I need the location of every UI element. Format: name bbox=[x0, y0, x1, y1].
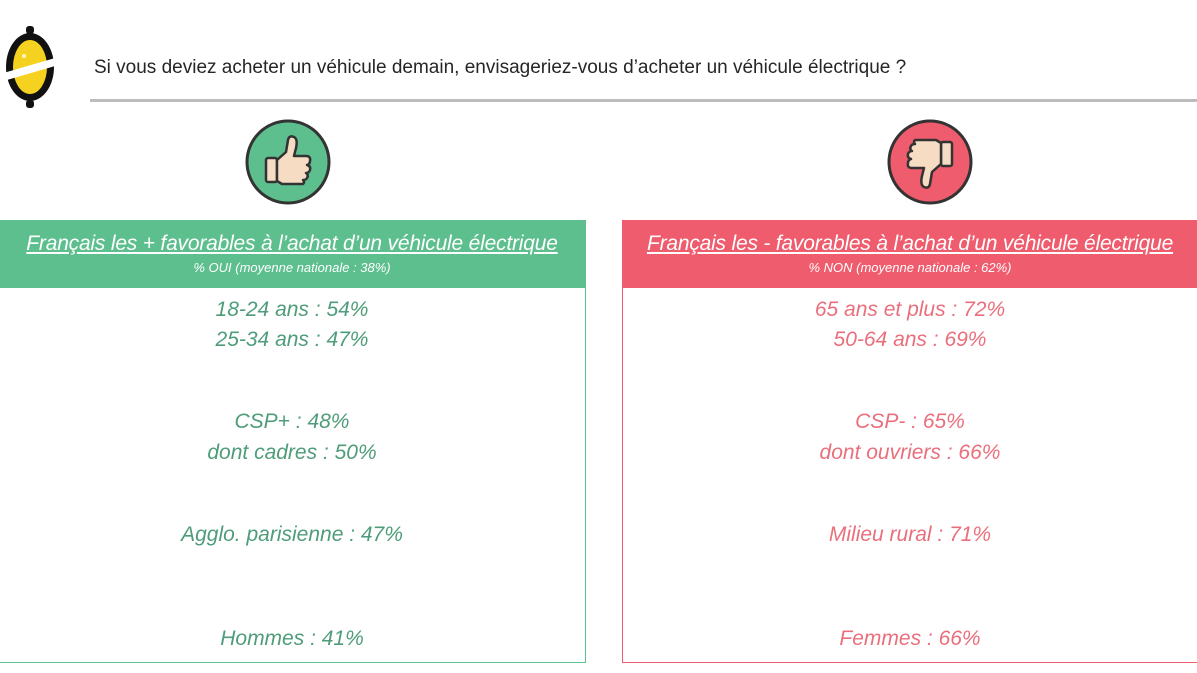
list-item: Femmes : 66% bbox=[839, 627, 981, 650]
list-item: 65 ans et plus : 72% bbox=[814, 298, 1006, 321]
favorable-panel: Français les + favorables à l’achat d’un… bbox=[0, 220, 586, 663]
favorable-subtitle: % OUI (moyenne nationale : 38%) bbox=[193, 260, 391, 275]
unfavorable-title: Français les - favorables à l’achat d’un… bbox=[646, 232, 1174, 255]
thumbs-down-icon bbox=[887, 119, 973, 205]
unfavorable-panel: Français les - favorables à l’achat d’un… bbox=[622, 220, 1197, 663]
unfavorable-panel-header: Français les - favorables à l’achat d’un… bbox=[623, 221, 1197, 288]
favorable-title: Français les + favorables à l’achat d’un… bbox=[26, 232, 558, 255]
list-item: 18-24 ans : 54% bbox=[215, 298, 369, 321]
survey-question: Si vous deviez acheter un véhicule demai… bbox=[94, 57, 907, 78]
list-item: CSP- : 65% bbox=[855, 410, 965, 433]
list-item: Hommes : 41% bbox=[220, 627, 364, 650]
list-item: dont cadres : 50% bbox=[207, 441, 377, 464]
lemon-logo-icon bbox=[0, 26, 62, 108]
favorable-list: 18-24 ans : 54% 25-34 ans : 47% CSP+ : 4… bbox=[0, 288, 585, 663]
list-item: 25-34 ans : 47% bbox=[215, 328, 369, 351]
thumbs-up-icon bbox=[245, 119, 331, 205]
list-item: dont ouvriers : 66% bbox=[819, 441, 1001, 464]
list-item: Agglo. parisienne : 47% bbox=[181, 523, 403, 546]
favorable-panel-header: Français les + favorables à l’achat d’un… bbox=[0, 221, 585, 288]
list-item: Milieu rural : 71% bbox=[828, 523, 992, 546]
unfavorable-subtitle: % NON (moyenne nationale : 62%) bbox=[808, 260, 1012, 275]
header-divider bbox=[90, 99, 1197, 102]
list-item: CSP+ : 48% bbox=[234, 410, 350, 433]
unfavorable-list: 65 ans et plus : 72% 50-64 ans : 69% CSP… bbox=[623, 288, 1197, 663]
list-item: 50-64 ans : 69% bbox=[833, 328, 987, 351]
